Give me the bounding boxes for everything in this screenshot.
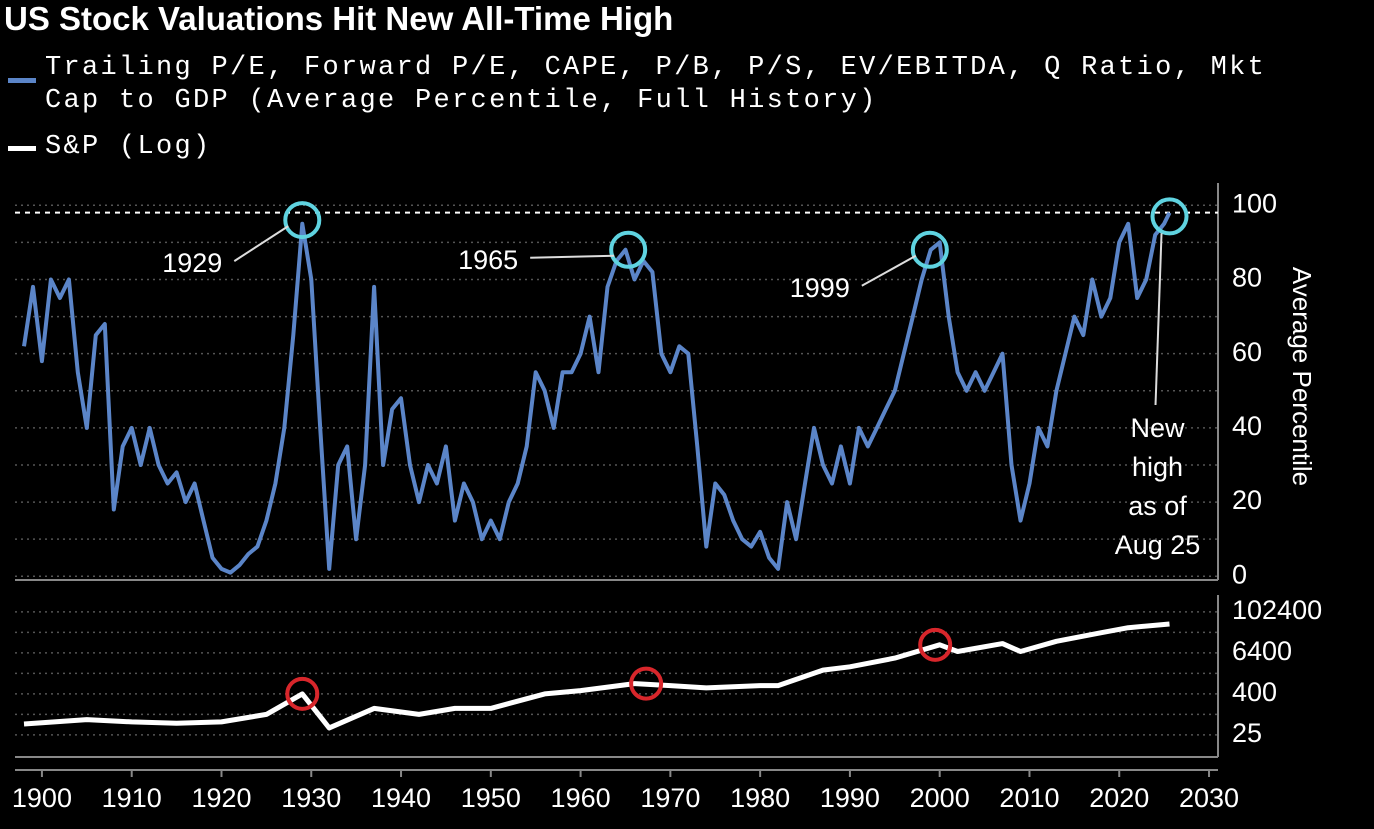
x-tick-label: 1950 [461,783,521,813]
x-tick-label: 1930 [281,783,341,813]
legend-swatch [8,146,36,151]
chart-title: US Stock Valuations Hit New All-Time Hig… [4,0,673,37]
x-tick-label: 2020 [1089,783,1149,813]
x-tick-label: 1900 [12,783,72,813]
x-tick-label: 2030 [1179,783,1239,813]
x-tick-label: 1960 [551,783,611,813]
leader-line [1154,233,1163,406]
y-tick-label: 20 [1232,485,1262,515]
y-tick-label: 0 [1232,559,1247,589]
highlight-circle [918,627,953,662]
legend-swatch [8,78,36,83]
annotation: high [1132,452,1183,482]
data-line [23,621,1170,731]
y-tick-label: 80 [1232,263,1262,293]
y-tick-label: 102400 [1232,595,1322,625]
annotation: 1999 [790,273,850,303]
annotation: as of [1128,491,1187,521]
legend-entry: Trailing P/E, Forward P/E, CAPE, P/B, P/… [45,53,1267,116]
x-tick-label: 1940 [371,783,431,813]
x-tick-label: 1920 [191,783,251,813]
highlight-circle [910,230,949,269]
annotation: 1929 [162,248,222,278]
highlight-circle [629,666,664,701]
highlight-circle [609,230,648,269]
y-axis-label: Average Percentile [1287,267,1317,486]
annotation: 1965 [458,245,518,275]
leader-line [861,254,917,287]
y-tick-label: 400 [1232,677,1277,707]
leader-line [233,225,289,262]
highlight-circle [1150,197,1189,236]
x-tick-label: 1970 [640,783,700,813]
x-tick-label: 2010 [999,783,1059,813]
data-line [22,211,1172,575]
x-tick-label: 2000 [910,783,970,813]
y-tick-label: 25 [1232,718,1262,748]
x-tick-label: 1910 [102,783,162,813]
y-tick-label: 60 [1232,337,1262,367]
annotation: New [1131,413,1186,443]
x-tick-label: 1990 [820,783,880,813]
y-tick-label: 100 [1232,188,1277,218]
highlight-circle [283,201,322,240]
annotation: Aug 25 [1115,530,1201,560]
highlight-circle [285,676,320,711]
legend-entry: S&P (Log) [45,132,212,162]
leader-line [530,254,615,259]
x-tick-label: 1980 [730,783,790,813]
y-tick-label: 40 [1232,411,1262,441]
y-tick-label: 6400 [1232,636,1292,666]
